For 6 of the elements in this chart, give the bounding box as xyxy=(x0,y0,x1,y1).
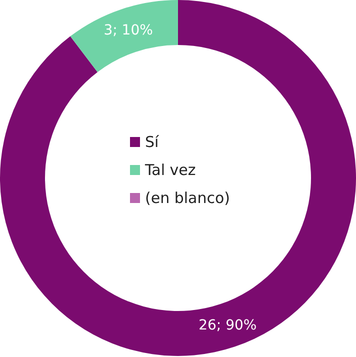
donut-slice xyxy=(70,0,178,72)
legend-label: Sí xyxy=(145,132,159,153)
legend-label: (en blanco) xyxy=(145,188,230,209)
data-label: 26; 90% xyxy=(198,317,257,334)
legend-label: Tal vez xyxy=(145,160,196,181)
data-label: 3; 10% xyxy=(104,22,153,39)
